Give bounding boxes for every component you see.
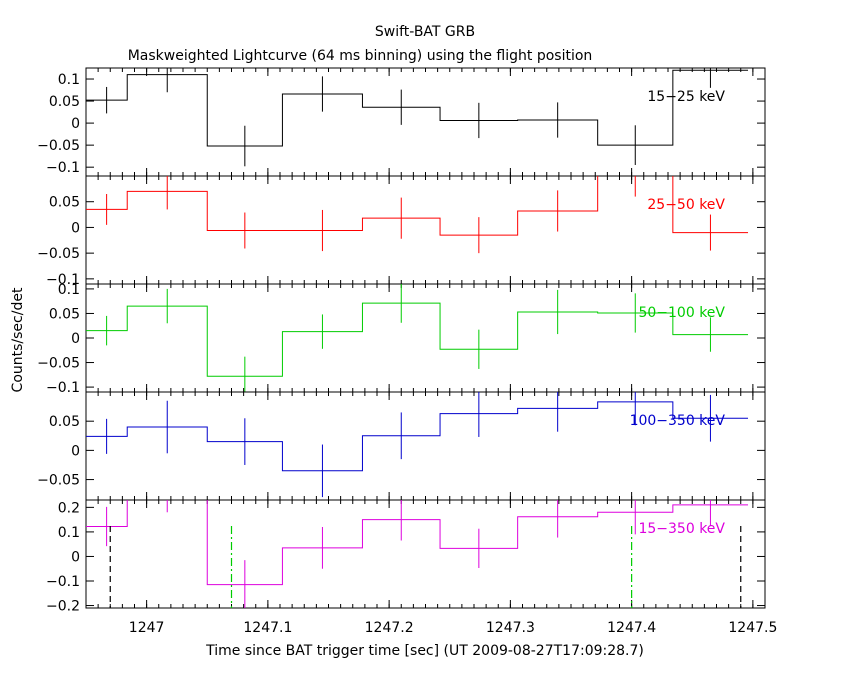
- y-tick-label: 0: [71, 443, 80, 459]
- panel-data: [86, 500, 749, 608]
- x-tick-label: 1247.5: [728, 620, 777, 636]
- panel-energy-label: 50−100 keV: [638, 305, 725, 321]
- y-tick-label: 0.05: [49, 195, 80, 211]
- x-tick-label: 1247.3: [486, 620, 535, 636]
- panel-data: [86, 176, 749, 254]
- y-tick-label: 0.1: [58, 525, 80, 541]
- y-tick-label: −0.1: [46, 380, 80, 396]
- panel-energy-label: 15−350 keV: [638, 521, 725, 537]
- y-tick-label: 0: [71, 331, 80, 347]
- chart-title: Swift-BAT GRB: [375, 24, 475, 40]
- y-tick-label: 0.2: [58, 500, 80, 516]
- panel-25-50-kev: 0.05 0 −0.05 −0.1 25−50 keV: [37, 175, 766, 288]
- panel-energy-label: 15−25 keV: [647, 89, 725, 105]
- x-tick-label: 1247.1: [243, 620, 292, 636]
- panel-energy-label: 25−50 keV: [647, 197, 725, 213]
- y-tick-label: 0: [71, 549, 80, 565]
- panels-group: 0.1 0.05 0 −0.05 −0.1 15−25 keV 0.05 0 −0.05 −0.1…: [37, 67, 777, 636]
- y-tick-label: 0.05: [49, 414, 80, 430]
- y-tick-label: −0.05: [37, 473, 80, 489]
- panel-data: [86, 68, 749, 167]
- panel-data: [86, 284, 749, 392]
- y-tick-label: 0: [71, 116, 80, 132]
- y-tick-label: −0.1: [46, 272, 80, 288]
- y-tick-label: −0.05: [37, 246, 80, 262]
- panel-frame: [85, 499, 766, 609]
- y-tick-label: 0.05: [49, 94, 80, 110]
- y-axis-label: Counts/sec/det: [10, 287, 26, 392]
- y-tick-label: −0.1: [46, 574, 80, 590]
- x-tick-label: 1247.4: [607, 620, 656, 636]
- series-step-line: [86, 500, 749, 586]
- panel-frame: [85, 67, 766, 177]
- panel-frame: [85, 283, 766, 393]
- y-tick-label: −0.05: [37, 138, 80, 154]
- x-tick-label: 1247: [129, 620, 165, 636]
- y-tick-label: −0.05: [37, 356, 80, 372]
- panel-15-25-kev: 0.1 0.05 0 −0.05 −0.1 15−25 keV: [37, 67, 766, 177]
- y-tick-label: −0.2: [46, 599, 80, 615]
- series-step-line: [86, 69, 749, 147]
- panel-frame: [85, 391, 766, 501]
- panel-50-100-kev: 0.1 0.05 0 −0.05 −0.1 50−100 keV: [37, 282, 766, 396]
- series-step-line: [86, 176, 749, 236]
- y-tick-label: 0: [71, 220, 80, 236]
- y-tick-label: 0.1: [58, 282, 80, 298]
- panel-data: [86, 392, 749, 498]
- chart-subtitle: Maskweighted Lightcurve (64 ms binning) …: [128, 48, 593, 64]
- panel-15-350-kev: 0.2 0.1 0 −0.1 −0.2 15−350 keV: [46, 499, 766, 615]
- x-tick-label: 1247.2: [365, 620, 414, 636]
- panel-frame: [85, 175, 766, 285]
- panel-energy-label: 100−350 keV: [630, 413, 726, 429]
- panel-100-350-kev: 0.05 0 −0.05 100−350 keV: [37, 391, 766, 501]
- x-axis-label: Time since BAT trigger time [sec] (UT 20…: [205, 643, 644, 659]
- y-tick-label: −0.1: [46, 160, 80, 176]
- y-tick-label: 0.1: [58, 72, 80, 88]
- y-tick-label: 0.05: [49, 306, 80, 322]
